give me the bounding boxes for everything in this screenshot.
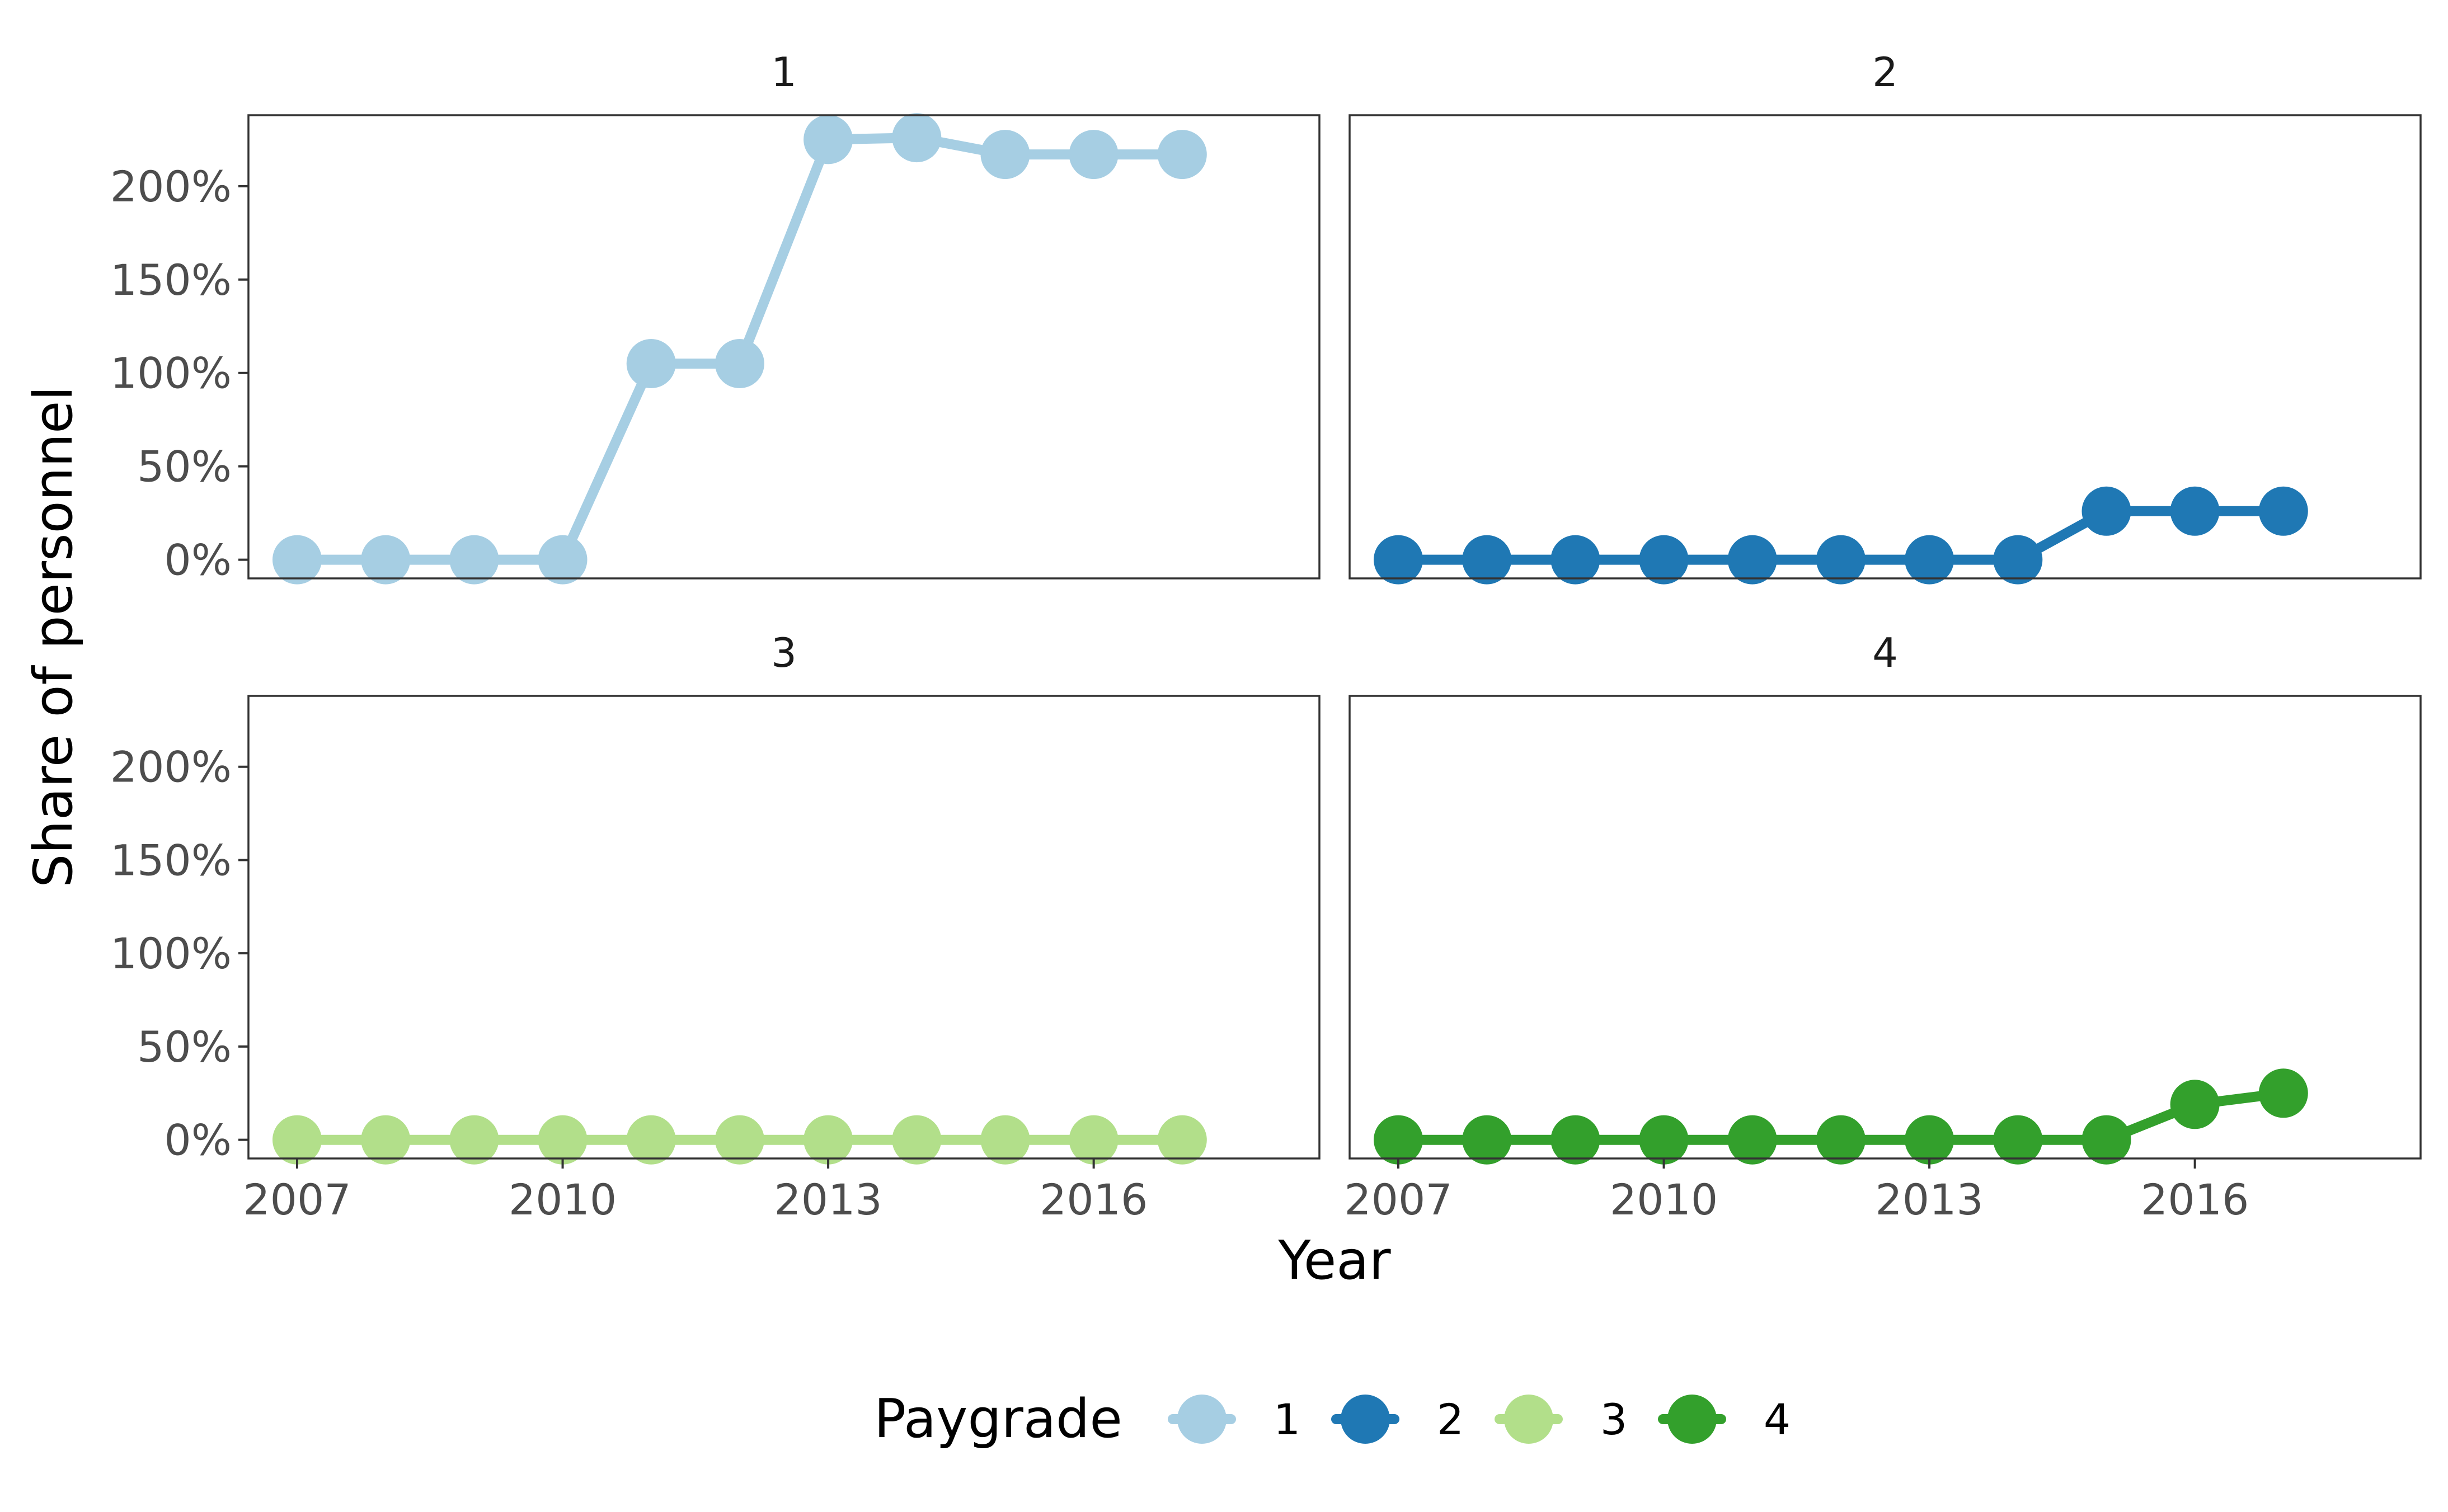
data-point bbox=[1069, 1115, 1119, 1165]
y-tick-label: 200% bbox=[110, 162, 232, 211]
facet-strip-label: 1 bbox=[771, 49, 797, 96]
legend-key-point bbox=[1667, 1395, 1717, 1444]
data-point bbox=[980, 130, 1030, 180]
data-point bbox=[272, 535, 322, 585]
data-point bbox=[804, 115, 853, 164]
data-point bbox=[1157, 130, 1207, 180]
data-point bbox=[449, 1115, 499, 1165]
data-point bbox=[1157, 1115, 1207, 1165]
data-point bbox=[1462, 1115, 1512, 1165]
legend-entry-label: 2 bbox=[1437, 1395, 1464, 1444]
data-point bbox=[538, 535, 588, 585]
facet-strip-label: 4 bbox=[1872, 629, 1898, 676]
data-point bbox=[1374, 535, 1423, 585]
data-point bbox=[626, 339, 676, 388]
legend-key-point bbox=[1504, 1395, 1553, 1444]
legend-entry-label: 1 bbox=[1274, 1395, 1300, 1444]
y-tick-label: 0% bbox=[164, 535, 232, 585]
panel-border bbox=[247, 114, 1321, 580]
data-point bbox=[2258, 1068, 2308, 1118]
legend-entry-label: 3 bbox=[1600, 1395, 1627, 1444]
y-axis-title: Share of personnel bbox=[23, 386, 84, 888]
data-point bbox=[538, 1115, 588, 1165]
y-tick-label: 50% bbox=[137, 1022, 232, 1072]
data-point bbox=[361, 535, 411, 585]
data-point bbox=[1462, 535, 1512, 585]
x-tick-label: 2013 bbox=[1875, 1175, 1983, 1224]
data-point bbox=[2170, 486, 2220, 536]
data-point bbox=[804, 1115, 853, 1165]
data-point bbox=[1374, 1115, 1423, 1165]
data-point bbox=[1550, 1115, 1600, 1165]
data-point bbox=[715, 339, 764, 388]
data-point bbox=[1727, 535, 1777, 585]
data-point bbox=[2081, 486, 2131, 536]
x-axis-title: Year bbox=[1277, 1230, 1391, 1292]
data-point bbox=[1905, 1115, 1954, 1165]
facet-strip-label: 2 bbox=[1872, 49, 1898, 96]
data-point bbox=[2170, 1080, 2220, 1129]
y-tick-label: 150% bbox=[110, 835, 232, 885]
data-point bbox=[1639, 1115, 1689, 1165]
y-tick-label: 100% bbox=[110, 929, 232, 978]
x-tick-label: 2007 bbox=[1344, 1175, 1452, 1224]
y-tick-label: 150% bbox=[110, 255, 232, 305]
legend-title: Paygrade bbox=[874, 1388, 1122, 1450]
x-tick-label: 2016 bbox=[1040, 1175, 1148, 1224]
data-point bbox=[1905, 535, 1954, 585]
data-point bbox=[1993, 535, 2043, 585]
data-point bbox=[272, 1115, 322, 1165]
data-point bbox=[1069, 130, 1119, 180]
x-tick-label: 2016 bbox=[2141, 1175, 2249, 1224]
data-point bbox=[1727, 1115, 1777, 1165]
data-point bbox=[892, 1115, 942, 1165]
data-point bbox=[361, 1115, 411, 1165]
data-point bbox=[1993, 1115, 2043, 1165]
data-point bbox=[626, 1115, 676, 1165]
data-point bbox=[1550, 535, 1600, 585]
data-point bbox=[1639, 535, 1689, 585]
facet-strip-label: 3 bbox=[771, 629, 797, 676]
data-point bbox=[1816, 535, 1866, 585]
panel-border bbox=[247, 695, 1321, 1160]
x-tick-label: 2010 bbox=[509, 1175, 617, 1224]
data-point bbox=[2081, 1115, 2131, 1165]
x-tick-label: 2010 bbox=[1610, 1175, 1718, 1224]
data-point bbox=[892, 113, 942, 163]
y-tick-label: 0% bbox=[164, 1115, 232, 1165]
legend-entry-label: 4 bbox=[1764, 1395, 1791, 1444]
data-point bbox=[2258, 486, 2308, 536]
data-point bbox=[980, 1115, 1030, 1165]
panel-border bbox=[1348, 114, 2422, 580]
y-tick-label: 200% bbox=[110, 742, 232, 792]
y-tick-label: 50% bbox=[137, 442, 232, 492]
x-tick-label: 2013 bbox=[774, 1175, 882, 1224]
legend-key-point bbox=[1177, 1395, 1227, 1444]
data-point bbox=[449, 535, 499, 585]
panel-border bbox=[1348, 695, 2422, 1160]
legend-key-point bbox=[1341, 1395, 1390, 1444]
y-tick-label: 100% bbox=[110, 348, 232, 398]
x-tick-label: 2007 bbox=[243, 1175, 351, 1224]
data-point bbox=[1816, 1115, 1866, 1165]
data-point bbox=[715, 1115, 764, 1165]
